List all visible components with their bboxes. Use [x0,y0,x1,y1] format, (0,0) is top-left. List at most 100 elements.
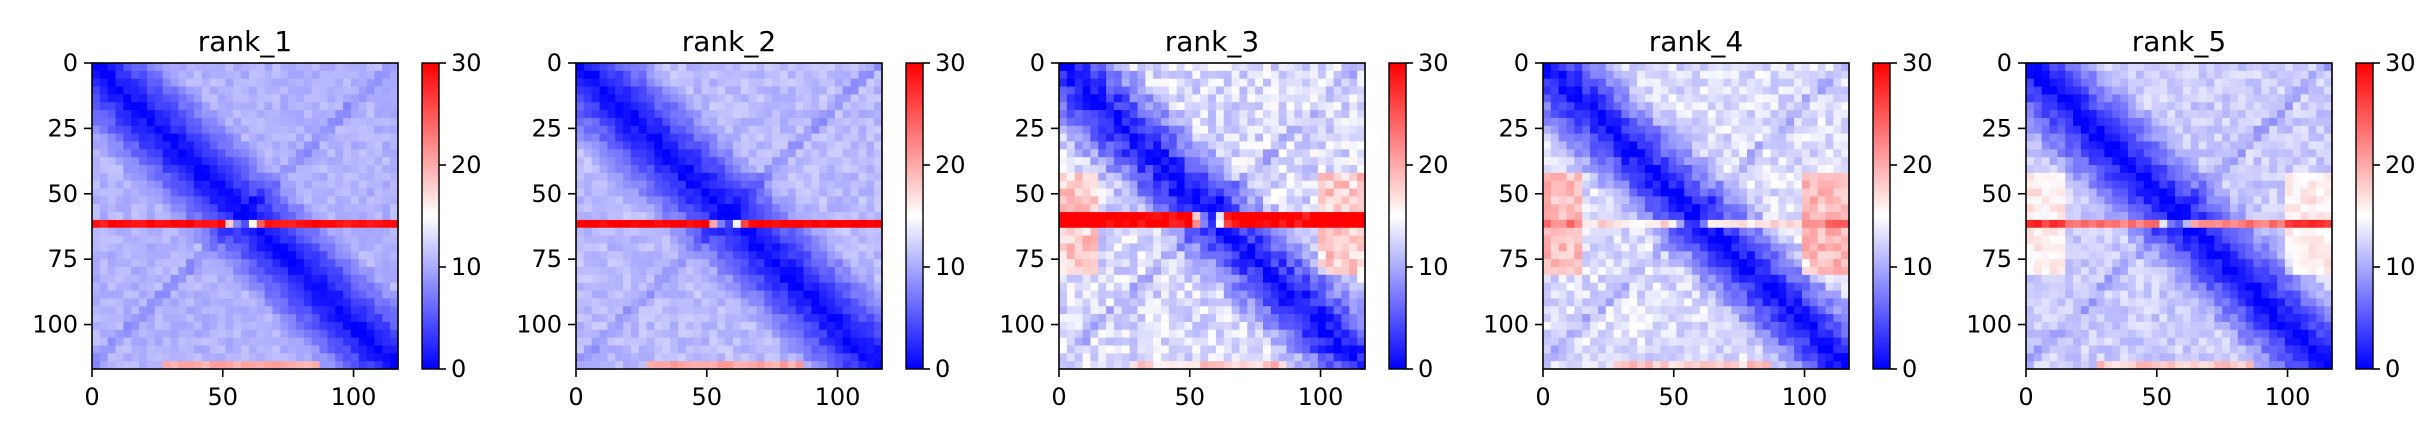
heatmap-cell [756,227,765,237]
heatmap-cell [725,259,734,268]
heatmap-cell [1121,345,1131,354]
heatmap-cell [1239,321,1248,331]
heatmap-cell [1145,267,1154,276]
heatmap-cell [1161,282,1170,292]
heatmap-cell [288,86,297,95]
heatmap-cell [1317,219,1327,229]
heatmap-cell [1270,133,1280,143]
heatmap-cell [1215,321,1225,331]
heatmap-cell [819,212,828,221]
heatmap-cell [725,94,734,103]
heatmap-cell [1286,180,1295,190]
heatmap-cell [599,290,608,299]
heatmap-cell [591,78,601,88]
heatmap-cell [1270,86,1280,95]
heatmap-cell [1357,235,1366,245]
heatmap-cell [842,180,852,190]
heatmap-cell [1090,102,1099,111]
heatmap-cell [241,141,250,150]
heatmap-cell [662,149,671,158]
heatmap-cell [803,274,812,284]
heatmap-cell [748,306,758,315]
heatmap-cell [146,110,156,119]
heatmap-cell [123,110,132,119]
heatmap-cell [146,141,156,150]
heatmap-cell [170,63,179,72]
heatmap-cell [233,172,242,182]
heatmap-cell [1145,337,1154,347]
heatmap-cell [241,70,250,80]
heatmap-cell [1809,102,1819,111]
heatmap-cell [1754,63,1764,72]
heatmap-cell [1341,267,1350,276]
heatmap-cell [1333,259,1343,268]
heatmap-cell [780,259,789,268]
heatmap-cell [303,125,313,135]
heatmap-cell [170,274,179,284]
heatmap-cell [1231,78,1241,88]
heatmap-cell [630,149,640,158]
heatmap-cell [139,219,148,229]
heatmap-cell [717,133,726,143]
heatmap-cell [1255,361,1264,370]
heatmap-cell [1066,345,1076,354]
heatmap-cell [834,329,844,339]
heatmap-cell [858,70,867,80]
heatmap-cell [92,361,101,370]
heatmap-cell [209,227,219,237]
heatmap-cell [701,172,710,182]
heatmap-cell [1325,267,1335,276]
heatmap-cell [1176,149,1186,158]
heatmap-cell [607,188,616,197]
heatmap-cell [1270,227,1280,237]
heatmap-cell [1357,188,1366,197]
plot-frame [575,62,883,370]
heatmap-cell [92,235,101,245]
heatmap-cell [866,196,875,205]
heatmap-cell [1357,172,1366,182]
heatmap-cell [1176,63,1186,72]
heatmap-cell [866,329,875,339]
heatmap-cell [92,141,101,150]
heatmap-cell [630,298,640,307]
colorbar-tick-label: 20 [935,151,966,179]
heatmap-cell [646,133,656,143]
heatmap-cell [1059,180,1068,190]
heatmap-cell [740,149,750,158]
heatmap-cell [264,180,274,190]
panel-title: rank_4 [1649,25,1743,58]
heatmap-cell [241,204,250,213]
heatmap-cell [1192,235,1201,245]
heatmap-cell [615,282,624,292]
heatmap-cell [576,345,585,354]
heatmap-cell [874,267,883,276]
heatmap-cell [1341,133,1350,143]
heatmap-cell [1637,117,1646,127]
heatmap-cell [288,259,297,268]
heatmap-cell [280,157,289,166]
heatmap-cell [670,188,679,197]
heatmap-cell [248,102,258,111]
heatmap-cell [350,165,360,174]
heatmap-cell [748,298,758,307]
heatmap-cell [1145,86,1154,95]
heatmap-cell [1153,125,1162,135]
heatmap-cell [709,337,718,347]
heatmap-cell [583,274,593,284]
heatmap-cell [709,63,718,72]
heatmap-cell [599,204,608,213]
heatmap-cell [178,149,187,158]
heatmap-cell [1349,314,1358,323]
heatmap-cell [280,172,289,182]
heatmap-cell [92,243,101,252]
heatmap-cell [1137,306,1146,315]
heatmap-cell [154,353,164,362]
heatmap-cell [366,219,376,229]
heatmap-cell [170,117,179,127]
heatmap-cell [1200,165,1209,174]
heatmap-cell [1310,306,1319,315]
heatmap-cell [1223,337,1233,347]
heatmap-cell [1255,219,1264,229]
heatmap-cell [319,212,328,221]
heatmap-cell [795,110,805,119]
